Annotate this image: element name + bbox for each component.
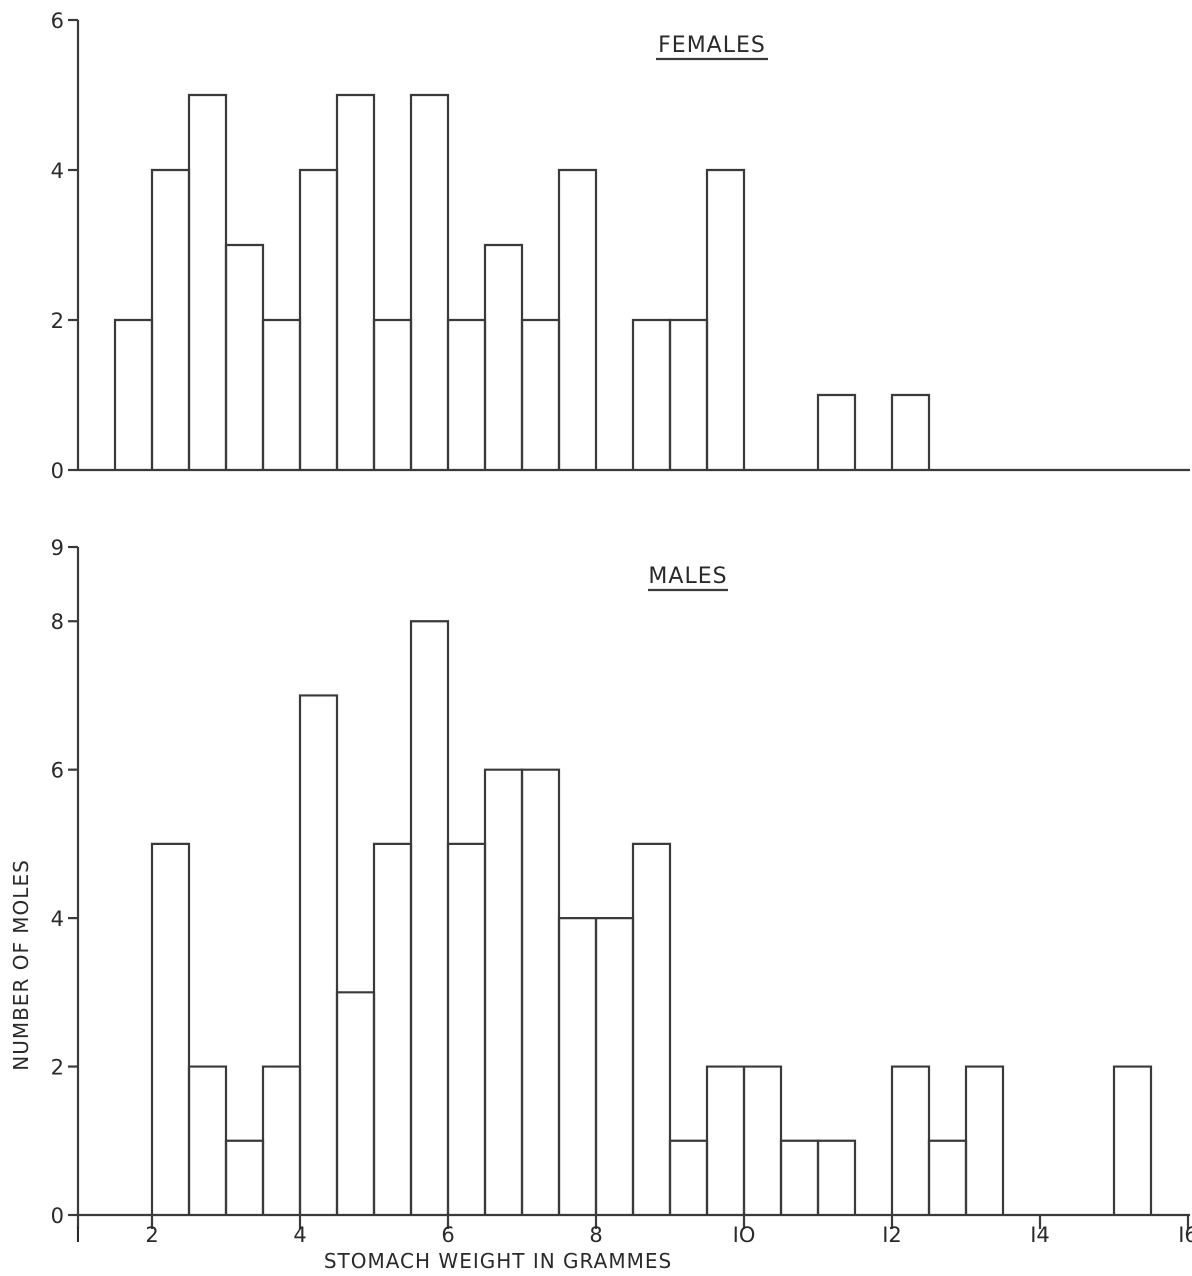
histogram-bar <box>927 1139 968 1215</box>
y-axis-label: NUMBER OF MOLES <box>9 859 33 1071</box>
histogram-bar <box>113 318 154 470</box>
x-tick-label: I2 <box>882 1223 902 1247</box>
histogram-bar <box>705 1065 746 1215</box>
histogram-bar <box>372 318 413 470</box>
x-tick-label: 6 <box>441 1223 454 1247</box>
chart-panel-females: FEMALES 0 2 4 6 <box>51 9 1190 483</box>
x-axis-label: STOMACH WEIGHT IN GRAMMES <box>324 1249 672 1273</box>
x-tick-label: I6 <box>1178 1223 1192 1247</box>
histogram-bar <box>779 1139 820 1215</box>
x-tick-label: I4 <box>1030 1223 1050 1247</box>
x-tick-label: 4 <box>293 1223 306 1247</box>
histogram-bar <box>150 168 191 470</box>
histogram-bar <box>224 1139 265 1215</box>
y-tick-label: 6 <box>51 759 64 783</box>
y-tick-label: 6 <box>51 9 64 33</box>
x-tick-label: I <box>75 1223 81 1247</box>
histogram-bar <box>816 1139 857 1215</box>
y-tick-label: 0 <box>51 459 64 483</box>
histogram-bar <box>557 917 598 1215</box>
histogram-bar <box>705 168 746 470</box>
chart-title: FEMALES <box>658 33 766 58</box>
y-tick-label: 9 <box>51 536 64 560</box>
y-tick-label: 4 <box>51 907 64 931</box>
histogram-bar <box>631 318 672 470</box>
x-tick-label: IO <box>733 1223 756 1247</box>
histogram-bar <box>261 318 302 470</box>
histogram-bar <box>335 991 376 1215</box>
histogram-bar <box>261 1065 302 1215</box>
histogram-bar <box>446 842 487 1215</box>
histogram-bar <box>557 168 598 470</box>
histogram-bar <box>1112 1065 1153 1215</box>
x-tick-label: 8 <box>589 1223 602 1247</box>
y-tick-label: 2 <box>51 309 64 333</box>
chart-title: MALES <box>648 564 727 589</box>
histogram-bar <box>964 1065 1005 1215</box>
histogram-bar <box>816 393 857 470</box>
histogram-bar <box>631 842 672 1215</box>
y-tick-label: 8 <box>51 610 64 634</box>
histogram-bar <box>890 393 931 470</box>
histogram-bar <box>520 318 561 470</box>
histogram-bar <box>520 768 561 1215</box>
histogram-bar <box>409 93 450 470</box>
histogram-bar <box>335 93 376 470</box>
histogram-bar <box>483 768 524 1215</box>
y-tick-label: 4 <box>51 159 64 183</box>
histogram-bar <box>298 694 339 1215</box>
histogram-bar <box>187 93 228 470</box>
histogram-bar <box>187 1065 228 1215</box>
histogram-bar <box>446 318 487 470</box>
histogram-bar <box>594 917 635 1215</box>
histogram-bar <box>668 318 709 470</box>
histogram-bar <box>224 243 265 470</box>
histogram-bar <box>409 620 450 1215</box>
histogram-bar <box>372 842 413 1215</box>
y-tick-label: 2 <box>51 1056 64 1080</box>
histogram-bar <box>668 1139 709 1215</box>
histogram-bar <box>150 842 191 1215</box>
x-tick-label: 2 <box>145 1223 158 1247</box>
histogram-bar <box>742 1065 783 1215</box>
histogram-bar <box>298 168 339 470</box>
histogram-bar <box>890 1065 931 1215</box>
histogram-bar <box>483 243 524 470</box>
y-tick-label: 0 <box>51 1204 64 1228</box>
